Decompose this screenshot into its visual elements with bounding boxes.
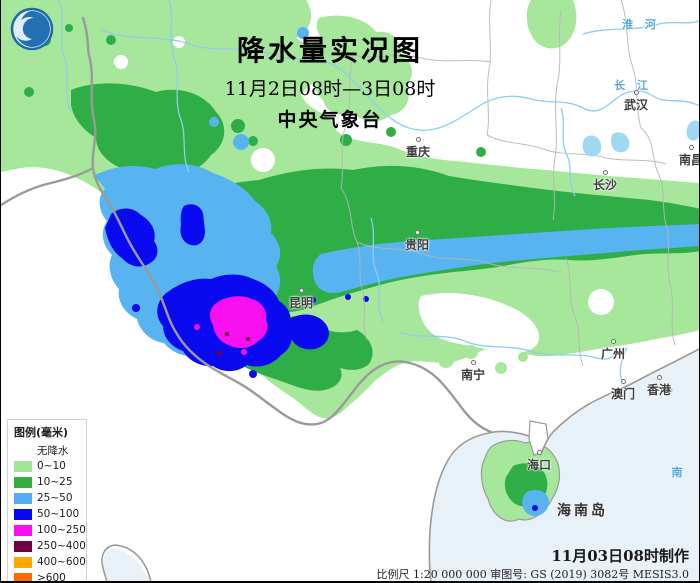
city-label: 海口 bbox=[526, 458, 552, 472]
province-borders-layer bbox=[340, 0, 676, 367]
city-label: 长沙 bbox=[592, 178, 618, 192]
city-label: 昆明 bbox=[288, 296, 314, 310]
legend-row: 250~400 bbox=[14, 538, 86, 554]
legend-swatch bbox=[14, 556, 32, 568]
legend-range-label: 250~400 bbox=[37, 540, 86, 552]
cma-logo bbox=[10, 7, 54, 51]
legend-swatch bbox=[14, 524, 32, 536]
sea-layer bbox=[103, 349, 699, 581]
city-dot bbox=[299, 288, 304, 293]
city-dot bbox=[611, 339, 616, 344]
city-dot bbox=[621, 379, 626, 384]
city-label: 广州 bbox=[600, 347, 626, 361]
city-label: 贵阳 bbox=[404, 238, 430, 252]
legend-range-label: 100~250 bbox=[37, 524, 86, 536]
city-label: 澳门 bbox=[610, 387, 636, 401]
legend-row: 25~50 bbox=[14, 490, 84, 506]
city-label: 南昌 bbox=[678, 153, 699, 167]
legend-swatch bbox=[14, 460, 32, 472]
legend-swatch bbox=[14, 476, 32, 488]
city-dot bbox=[689, 145, 694, 150]
region-label: 海南岛 bbox=[557, 503, 608, 519]
lakes-layer bbox=[582, 120, 699, 157]
legend-row: 10~25 bbox=[14, 474, 84, 490]
legend-range-label: 0~10 bbox=[37, 460, 66, 472]
water-label: 长 江 bbox=[614, 79, 652, 92]
city-label: 武汉 bbox=[623, 98, 649, 112]
legend-range-label: >600 bbox=[37, 572, 66, 583]
city-dot bbox=[415, 230, 420, 235]
city-label: 香港 bbox=[646, 383, 672, 397]
legend-range-label: 50~100 bbox=[37, 508, 80, 520]
legend-row: 50~100 bbox=[14, 506, 84, 522]
city-label: 重庆 bbox=[405, 145, 431, 159]
city-dot bbox=[603, 170, 608, 175]
city-dot bbox=[634, 90, 639, 95]
city-dot bbox=[657, 375, 662, 380]
coastline-layer bbox=[101, 348, 699, 581]
legend-swatch bbox=[14, 572, 32, 581]
legend-row-nodata: 无降水 bbox=[14, 442, 84, 458]
legend-title: 图例(毫米) bbox=[14, 426, 69, 439]
rivers-layer bbox=[58, 0, 699, 385]
water-label: 南 bbox=[671, 466, 687, 479]
city-label: 南宁 bbox=[460, 368, 486, 382]
legend-box: 图例(毫米) 无降水 0~10 10~25 25~50 50~100 100~250 25… bbox=[7, 419, 87, 583]
legend-swatch bbox=[14, 508, 32, 520]
legend-row: 400~600 bbox=[14, 554, 86, 570]
city-dot bbox=[416, 137, 421, 142]
produced-timestamp: 11月03日08时制作 bbox=[551, 547, 689, 565]
legend-row: >600 bbox=[14, 570, 84, 583]
legend-rows: 0~10 10~25 25~50 50~100 100~250 250~400 400~60… bbox=[14, 458, 86, 583]
legend-swatch bbox=[14, 540, 32, 552]
legend-row: 0~10 bbox=[14, 458, 84, 474]
legend-range-label: 400~600 bbox=[37, 556, 86, 568]
legend-nodata-label: 无降水 bbox=[37, 444, 69, 457]
scale-and-approval: 比例尺 1:20 000 000 审图号: GS (2019) 3082号 ME… bbox=[376, 568, 689, 581]
water-label: 淮 河 bbox=[622, 18, 660, 31]
legend-range-label: 10~25 bbox=[37, 476, 73, 488]
city-dot bbox=[471, 360, 476, 365]
city-dot bbox=[537, 450, 542, 455]
legend-row: 100~250 bbox=[14, 522, 86, 538]
precipitation-layer bbox=[1, 0, 699, 419]
country-border-layer bbox=[1, 16, 493, 434]
legend-range-label: 25~50 bbox=[37, 492, 73, 504]
hainan-island bbox=[480, 439, 561, 522]
legend-swatch bbox=[14, 492, 32, 504]
